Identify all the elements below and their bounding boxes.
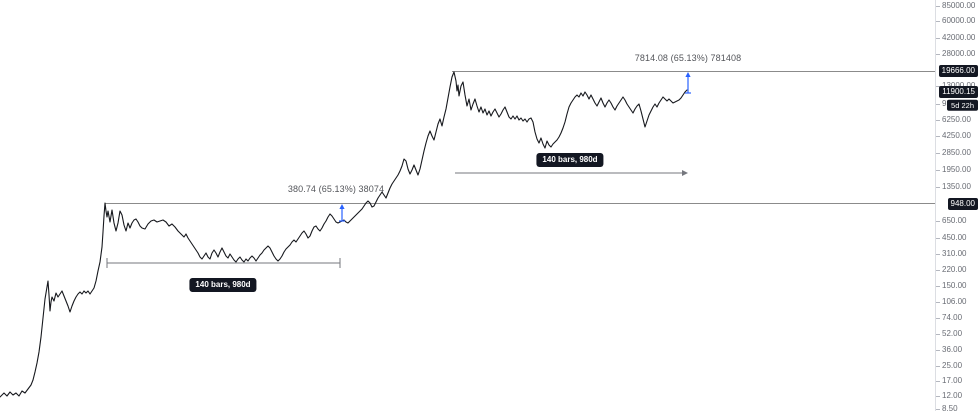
axis-tick-dash [936, 220, 940, 222]
axis-tick-dash [936, 333, 940, 335]
axis-tick-label: 2850.00 [942, 148, 971, 157]
axis-tick-dash [936, 37, 940, 39]
axis-tick: 8.50 [936, 405, 958, 411]
axis-tick: 60000.00 [936, 17, 975, 25]
axis-tick-dash [936, 365, 940, 367]
axis-tick: 25.00 [936, 362, 962, 370]
axis-tick: 36.00 [936, 346, 962, 354]
date-range-arrowhead-icon [682, 170, 688, 176]
axis-tick-label: 74.00 [942, 313, 963, 322]
axis-tick-dash [936, 152, 940, 154]
axis-tick-dash [936, 380, 940, 382]
axis-tick-dash [936, 349, 940, 351]
axis-tick-dash [936, 269, 940, 271]
bar-countdown-label: 5d 22h [947, 99, 978, 111]
axis-tick: 85000.00 [936, 2, 975, 10]
axis-tick-label: 4250.00 [942, 131, 971, 140]
axis-tick-label: 8.50 [942, 404, 958, 411]
axis-tick-dash [936, 119, 940, 121]
axis-tick-label: 1350.00 [942, 182, 971, 191]
axis-tick-dash [936, 285, 940, 287]
axis-tick-label: 85000.00 [942, 1, 976, 10]
price-axis[interactable]: 85000.00 60000.00 42000.00 28000.00 13000.00… [935, 0, 980, 411]
axis-tick: 1950.00 [936, 166, 971, 174]
price-chart-canvas[interactable] [0, 0, 936, 411]
axis-tick-label: 25.00 [942, 361, 963, 370]
axis-tick: 650.00 [936, 217, 966, 225]
axis-tick-dash [936, 169, 940, 171]
axis-tick: 13000.00 [936, 82, 975, 90]
axis-tick-dash [936, 135, 940, 137]
axis-tick-label: 220.00 [942, 265, 967, 274]
axis-tick-label: 450.00 [942, 233, 967, 242]
axis-tick-dash [936, 85, 940, 87]
axis-tick-dash [936, 237, 940, 239]
bars-range-badge-low[interactable]: 140 bars, 980d [189, 278, 257, 292]
price-range-arrowhead-icon [339, 204, 345, 209]
axis-tick: 2850.00 [936, 149, 971, 157]
axis-tick: 310.00 [936, 250, 966, 258]
axis-tick-dash [936, 253, 940, 255]
axis-tick: 42000.00 [936, 34, 975, 42]
axis-tick-label: 13000.00 [942, 82, 975, 90]
axis-tick: 106.00 [936, 298, 966, 306]
axis-tick-label: 12.00 [942, 391, 963, 400]
axis-tick: 220.00 [936, 266, 966, 274]
axis-tick: 17.00 [936, 377, 962, 385]
axis-tick-label: 42000.00 [942, 33, 976, 42]
level-price-label: 948.00 [947, 198, 978, 210]
axis-tick-label: 1950.00 [942, 165, 971, 174]
axis-tick-label: 150.00 [942, 281, 967, 290]
price-range-text-low[interactable]: 380.74 (65.13%) 38074 [287, 184, 385, 194]
axis-tick: 450.00 [936, 234, 966, 242]
axis-tick: 4250.00 [936, 132, 971, 140]
axis-tick: 52.00 [936, 330, 962, 338]
axis-tick: 150.00 [936, 282, 966, 290]
axis-tick: 74.00 [936, 314, 962, 322]
axis-tick-label: 310.00 [942, 249, 967, 258]
axis-tick: 28000.00 [936, 50, 975, 58]
price-range-text-high[interactable]: 7814.08 (65.13%) 781408 [634, 53, 742, 63]
bars-range-badge-high[interactable]: 140 bars, 980d [536, 153, 604, 167]
axis-tick-label: 52.00 [942, 329, 963, 338]
axis-tick: 12.00 [936, 392, 962, 400]
axis-tick-label: 106.00 [942, 297, 967, 306]
axis-tick-label: 6250.00 [942, 115, 971, 124]
axis-tick-dash [936, 53, 940, 55]
axis-tick-dash [936, 20, 940, 22]
axis-tick-dash [936, 186, 940, 188]
axis-tick-dash [936, 408, 940, 410]
level-price-label: 19666.00 [938, 65, 978, 77]
axis-tick-label: 36.00 [942, 345, 963, 354]
axis-tick-dash [936, 5, 940, 7]
axis-tick-label: 17.00 [942, 376, 963, 385]
last-price-label: 11900.15 [939, 86, 978, 98]
axis-tick-label: 650.00 [942, 216, 967, 225]
price-line-series[interactable] [0, 71, 688, 398]
axis-tick-dash [936, 317, 940, 319]
axis-tick-dash [936, 103, 940, 105]
axis-tick: 1350.00 [936, 183, 971, 191]
axis-tick-dash [936, 395, 940, 397]
axis-tick-dash [936, 301, 940, 303]
axis-tick-label: 60000.00 [942, 16, 976, 25]
axis-tick-label: 28000.00 [942, 49, 976, 58]
price-range-arrowhead-icon [685, 72, 691, 77]
axis-tick: 6250.00 [936, 116, 971, 124]
